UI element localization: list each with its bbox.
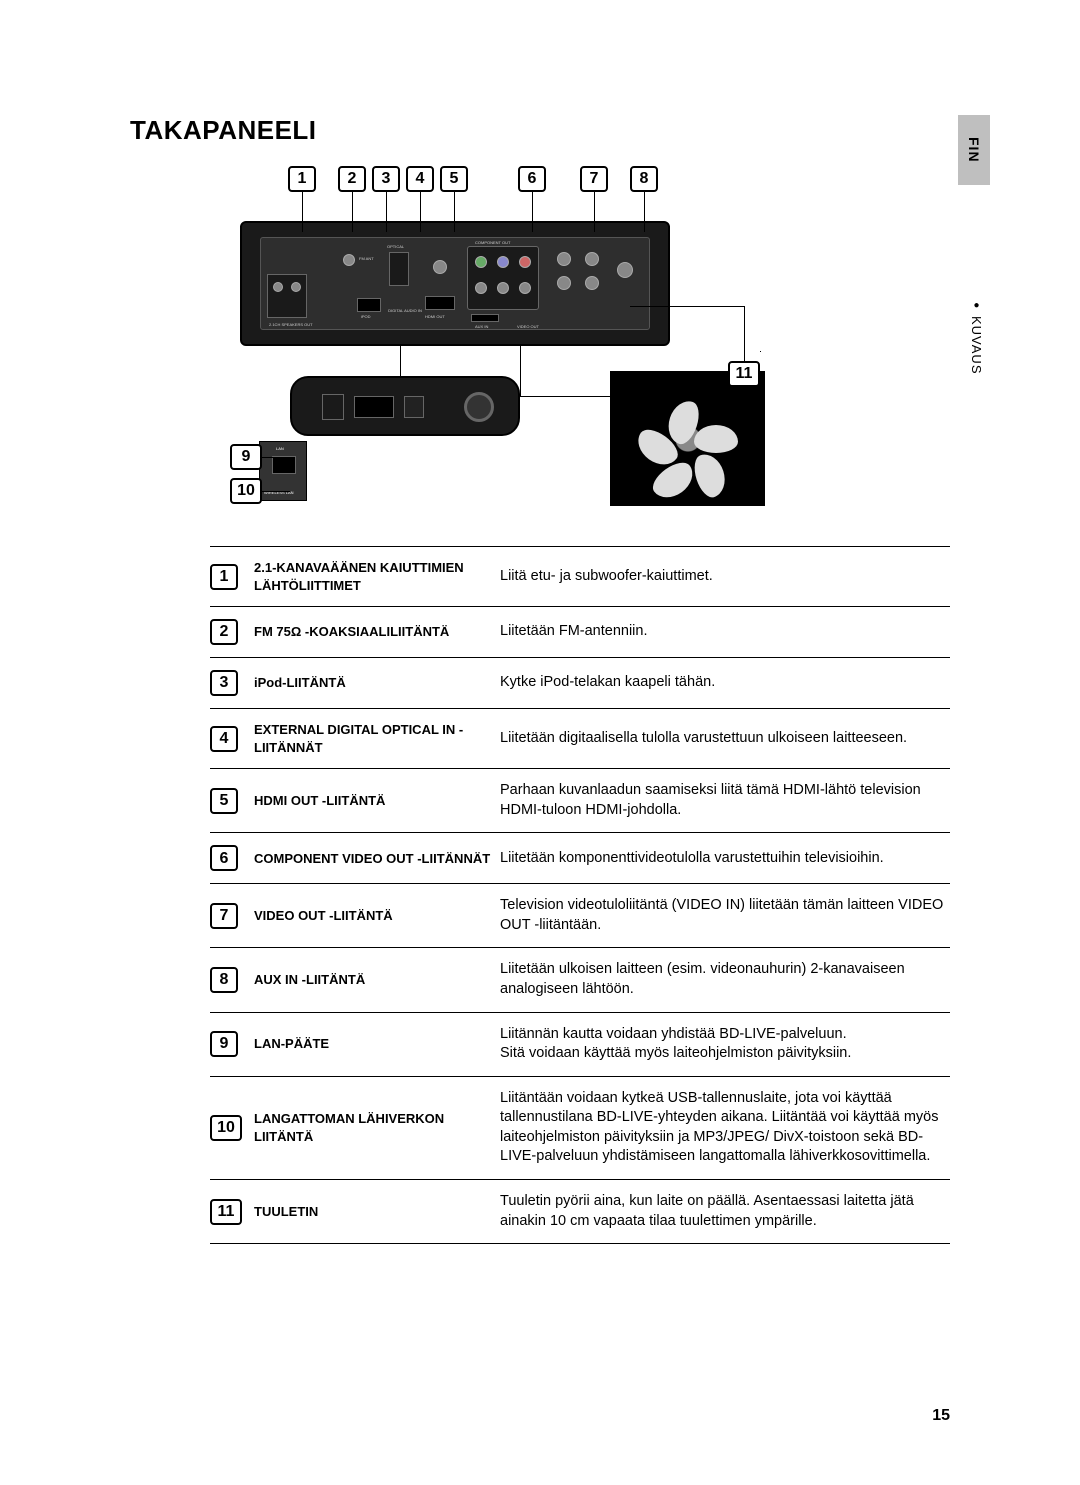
callout-4: 4 xyxy=(406,166,434,192)
row-description: Liitäntään voidaan kytkeä USB-tallennusl… xyxy=(500,1076,950,1179)
row-description: Kytke iPod-telakan kaapeli tähän. xyxy=(500,658,950,709)
callout-1: 1 xyxy=(288,166,316,192)
rear-panel-diagram: 2.1CH SPEAKERS OUT FM ANT OPTICAL iPOD D… xyxy=(230,166,910,516)
callout-5: 5 xyxy=(440,166,468,192)
callout-11: 11 xyxy=(728,361,760,387)
page-title: TAKAPANEELI xyxy=(130,115,950,146)
main-unit-illustration: 2.1CH SPEAKERS OUT FM ANT OPTICAL iPOD D… xyxy=(240,221,670,346)
table-row: 4 EXTERNAL DIGITAL OPTICAL IN -LIITÄNNÄTL… xyxy=(210,709,950,769)
callout-10: 10 xyxy=(230,478,262,504)
row-number-11: 11 xyxy=(210,1199,242,1225)
table-row: 3 iPod-LIITÄNTÄKytke iPod-telakan kaapeli… xyxy=(210,658,950,709)
table-row: 10 LANGATTOMAN LÄHIVERKON LIITÄNTÄLiitänt… xyxy=(210,1076,950,1179)
row-label: 2.1-KANAVAÄÄNEN KAIUTTIMIEN LÄHTÖLIITTIM… xyxy=(254,547,500,607)
row-label: LAN-PÄÄTE xyxy=(254,1012,500,1076)
row-label: AUX IN -LIITÄNTÄ xyxy=(254,948,500,1012)
reference-table: 1 2.1-KANAVAÄÄNEN KAIUTTIMIEN LÄHTÖLIITTI… xyxy=(210,546,950,1244)
callout-7: 7 xyxy=(580,166,608,192)
row-number-9: 9 xyxy=(210,1031,238,1057)
callout-3: 3 xyxy=(372,166,400,192)
row-number-3: 3 xyxy=(210,670,238,696)
table-row: 1 2.1-KANAVAÄÄNEN KAIUTTIMIEN LÄHTÖLIITTI… xyxy=(210,547,950,607)
table-row: 2 FM 75Ω -KOAKSIAALILIITÄNTÄLiitetään FM-… xyxy=(210,607,950,658)
row-label: FM 75Ω -KOAKSIAALILIITÄNTÄ xyxy=(254,607,500,658)
row-description: Liitetään FM-antenniin. xyxy=(500,607,950,658)
callout-2: 2 xyxy=(338,166,366,192)
side-tab-language: FIN xyxy=(958,115,990,185)
row-description: Tuuletin pyörii aina, kun laite on pääll… xyxy=(500,1179,950,1243)
side-tab-label: FIN xyxy=(966,137,982,163)
callout-8: 8 xyxy=(630,166,658,192)
row-number-4: 4 xyxy=(210,726,238,752)
row-number-10: 10 xyxy=(210,1115,242,1141)
row-description: Liitetään komponenttivideotulolla varust… xyxy=(500,833,950,884)
row-description: Liitetään ulkoisen laitteen (esim. video… xyxy=(500,948,950,1012)
fan-illustration xyxy=(610,371,765,506)
callout-6: 6 xyxy=(518,166,546,192)
table-row: 5 HDMI OUT -LIITÄNTÄParhaan kuvanlaadun s… xyxy=(210,769,950,833)
table-row: 6 COMPONENT VIDEO OUT -LIITÄNNÄTLiitetään… xyxy=(210,833,950,884)
side-section-label: KUVAUS xyxy=(969,300,984,375)
row-number-6: 6 xyxy=(210,845,238,871)
row-label: LANGATTOMAN LÄHIVERKON LIITÄNTÄ xyxy=(254,1076,500,1179)
table-row: 9 LAN-PÄÄTELiitännän kautta voidaan yhdis… xyxy=(210,1012,950,1076)
row-number-1: 1 xyxy=(210,564,238,590)
row-label: iPod-LIITÄNTÄ xyxy=(254,658,500,709)
page-number: 15 xyxy=(932,1407,950,1425)
row-description: Television videotuloliitäntä (VIDEO IN) … xyxy=(500,884,950,948)
table-row: 7 VIDEO OUT -LIITÄNTÄTelevision videotulo… xyxy=(210,884,950,948)
row-description: Liitetään digitaalisella tulolla varuste… xyxy=(500,709,950,769)
table-row: 8 AUX IN -LIITÄNTÄLiitetään ulkoisen lait… xyxy=(210,948,950,1012)
row-label: HDMI OUT -LIITÄNTÄ xyxy=(254,769,500,833)
row-number-8: 8 xyxy=(210,967,238,993)
row-label: TUULETIN xyxy=(254,1179,500,1243)
row-number-7: 7 xyxy=(210,903,238,929)
row-label: VIDEO OUT -LIITÄNTÄ xyxy=(254,884,500,948)
row-description: Liitä etu- ja subwoofer-kaiuttimet. xyxy=(500,547,950,607)
row-label: COMPONENT VIDEO OUT -LIITÄNNÄT xyxy=(254,833,500,884)
sub-unit-illustration xyxy=(290,376,520,436)
row-description: Parhaan kuvanlaadun saamiseksi liitä täm… xyxy=(500,769,950,833)
row-description: Liitännän kautta voidaan yhdistää BD-LIV… xyxy=(500,1012,950,1076)
row-number-5: 5 xyxy=(210,788,238,814)
callout-9: 9 xyxy=(230,444,262,470)
lan-module-illustration: LAN WIRELESS LAN xyxy=(259,441,307,501)
table-row: 11 TUULETINTuuletin pyörii aina, kun lait… xyxy=(210,1179,950,1243)
row-label: EXTERNAL DIGITAL OPTICAL IN -LIITÄNNÄT xyxy=(254,709,500,769)
row-number-2: 2 xyxy=(210,619,238,645)
